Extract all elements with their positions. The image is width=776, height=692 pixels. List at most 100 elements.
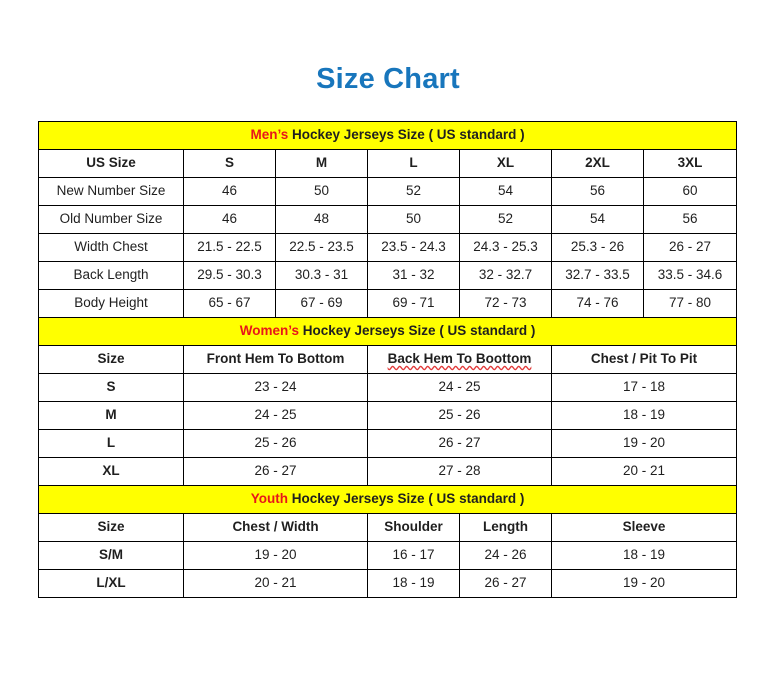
table-row: L/XL 20 - 21 18 - 19 26 - 27 19 - 20 [38, 569, 738, 598]
womens-row-0-val-2: 17 - 18 [550, 373, 738, 402]
mens-row-3-val-5: 33.5 - 34.6 [642, 261, 738, 290]
mens-band-row: Men’s Hockey Jerseys Size ( US standard … [37, 121, 738, 150]
youth-row-0-val-3: 18 - 19 [550, 541, 738, 570]
mens-row-3-label: Back Length [38, 261, 184, 290]
mens-row-0-val-4: 56 [551, 177, 644, 206]
table-row: Back Length 29.5 - 30.3 30.3 - 31 31 - 3… [38, 261, 738, 290]
mens-row-4-val-1: 67 - 69 [275, 289, 368, 318]
youth-row-0-val-1: 16 - 17 [367, 541, 460, 570]
mens-row-3-val-2: 31 - 32 [367, 261, 460, 290]
mens-row-1-val-1: 48 [275, 205, 368, 234]
mens-col-5: 2XL [551, 149, 644, 178]
womens-col-2: Back Hem To Boottom [367, 345, 552, 374]
page-title: Size Chart [316, 63, 460, 95]
youth-row-0-val-0: 19 - 20 [183, 541, 368, 570]
mens-row-0-label: New Number Size [38, 177, 184, 206]
youth-band-row: Youth Hockey Jerseys Size ( US standard … [37, 485, 738, 514]
mens-row-3-val-4: 32.7 - 33.5 [551, 261, 644, 290]
youth-row-1-val-2: 26 - 27 [459, 569, 552, 598]
mens-row-3-val-0: 29.5 - 30.3 [183, 261, 276, 290]
womens-row-0-val-1: 24 - 25 [367, 373, 552, 402]
mens-row-1-val-3: 52 [459, 205, 552, 234]
youth-band-highlight: Youth [250, 491, 288, 507]
mens-row-0-val-3: 54 [459, 177, 552, 206]
womens-row-1-val-0: 24 - 25 [183, 401, 368, 430]
mens-row-4-val-3: 72 - 73 [459, 289, 552, 318]
mens-band-rest: Hockey Jerseys Size ( US standard ) [288, 127, 525, 143]
mens-col-4: XL [459, 149, 552, 178]
table-row: S 23 - 24 24 - 25 17 - 18 [38, 373, 738, 402]
youth-row-0-val-2: 24 - 26 [459, 541, 552, 570]
mens-header-row: US Size S M L XL 2XL 3XL [38, 149, 738, 178]
mens-col-1: S [183, 149, 276, 178]
womens-row-2-val-0: 25 - 26 [183, 429, 368, 458]
womens-row-0-val-0: 23 - 24 [183, 373, 368, 402]
mens-col-0: US Size [38, 149, 184, 178]
mens-row-0-val-2: 52 [367, 177, 460, 206]
mens-row-4-val-4: 74 - 76 [551, 289, 644, 318]
mens-row-2-val-4: 25.3 - 26 [551, 233, 644, 262]
mens-row-1-val-4: 54 [551, 205, 644, 234]
womens-row-1-val-2: 18 - 19 [550, 401, 738, 430]
mens-col-6: 3XL [642, 149, 738, 178]
table-row: Old Number Size 46 48 50 52 54 56 [38, 205, 738, 234]
mens-row-3-val-1: 30.3 - 31 [275, 261, 368, 290]
youth-col-4: Sleeve [550, 513, 738, 542]
mens-col-3: L [367, 149, 460, 178]
mens-row-0-val-5: 60 [642, 177, 738, 206]
womens-col-1: Front Hem To Bottom [183, 345, 368, 374]
youth-col-1: Chest / Width [183, 513, 368, 542]
mens-row-4-val-0: 65 - 67 [183, 289, 276, 318]
womens-row-3-label: XL [38, 457, 184, 486]
womens-row-1-val-1: 25 - 26 [367, 401, 552, 430]
mens-row-2-val-3: 24.3 - 25.3 [459, 233, 552, 262]
mens-row-4-val-5: 77 - 80 [642, 289, 738, 318]
womens-row-2-val-2: 19 - 20 [550, 429, 738, 458]
youth-header-row: Size Chest / Width Shoulder Length Sleev… [38, 513, 738, 542]
womens-col-0: Size [38, 345, 184, 374]
table-row: L 25 - 26 26 - 27 19 - 20 [38, 429, 738, 458]
mens-row-4-val-2: 69 - 71 [367, 289, 460, 318]
mens-row-1-val-2: 50 [367, 205, 460, 234]
youth-band-rest: Hockey Jerseys Size ( US standard ) [287, 491, 525, 507]
youth-col-3: Length [459, 513, 552, 542]
youth-row-1-val-1: 18 - 19 [367, 569, 460, 598]
womens-header-row: Size Front Hem To Bottom Back Hem To Boo… [38, 345, 738, 374]
youth-row-1-label: L/XL [38, 569, 184, 598]
mens-row-1-val-0: 46 [183, 205, 276, 234]
womens-row-0-label: S [38, 373, 184, 402]
womens-row-2-val-1: 26 - 27 [367, 429, 552, 458]
table-row: New Number Size 46 50 52 54 56 60 [38, 177, 738, 206]
womens-row-3-val-0: 26 - 27 [183, 457, 368, 486]
youth-col-2: Shoulder [367, 513, 460, 542]
youth-col-0: Size [38, 513, 184, 542]
womens-row-3-val-2: 20 - 21 [550, 457, 738, 486]
table-row: M 24 - 25 25 - 26 18 - 19 [38, 401, 738, 430]
mens-row-2-val-2: 23.5 - 24.3 [367, 233, 460, 262]
womens-section-band: Women’s Hockey Jerseys Size ( US standar… [37, 317, 738, 346]
youth-row-1-val-0: 20 - 21 [183, 569, 368, 598]
womens-row-1-label: M [38, 401, 184, 430]
womens-band-row: Women’s Hockey Jerseys Size ( US standar… [37, 317, 738, 346]
womens-band-rest: Hockey Jerseys Size ( US standard ) [298, 323, 536, 339]
mens-col-2: M [275, 149, 368, 178]
womens-band-highlight: Women’s [239, 323, 299, 339]
mens-row-4-label: Body Height [38, 289, 184, 318]
mens-section-band: Men’s Hockey Jerseys Size ( US standard … [37, 121, 738, 150]
mens-row-2-val-0: 21.5 - 22.5 [183, 233, 276, 262]
mens-row-2-val-5: 26 - 27 [642, 233, 738, 262]
womens-row-3-val-1: 27 - 28 [367, 457, 552, 486]
table-row: Width Chest 21.5 - 22.5 22.5 - 23.5 23.5… [38, 233, 738, 262]
womens-row-2-label: L [38, 429, 184, 458]
mens-row-1-val-5: 56 [642, 205, 738, 234]
mens-row-3-val-3: 32 - 32.7 [459, 261, 552, 290]
table-row: Body Height 65 - 67 67 - 69 69 - 71 72 -… [38, 289, 738, 318]
youth-row-0-label: S/M [38, 541, 184, 570]
mens-row-2-label: Width Chest [38, 233, 184, 262]
table-row: XL 26 - 27 27 - 28 20 - 21 [38, 457, 738, 486]
mens-band-highlight: Men’s [250, 127, 289, 143]
table-row: S/M 19 - 20 16 - 17 24 - 26 18 - 19 [38, 541, 738, 570]
size-chart-table: Men’s Hockey Jerseys Size ( US standard … [37, 121, 738, 598]
youth-section-band: Youth Hockey Jerseys Size ( US standard … [37, 485, 738, 514]
